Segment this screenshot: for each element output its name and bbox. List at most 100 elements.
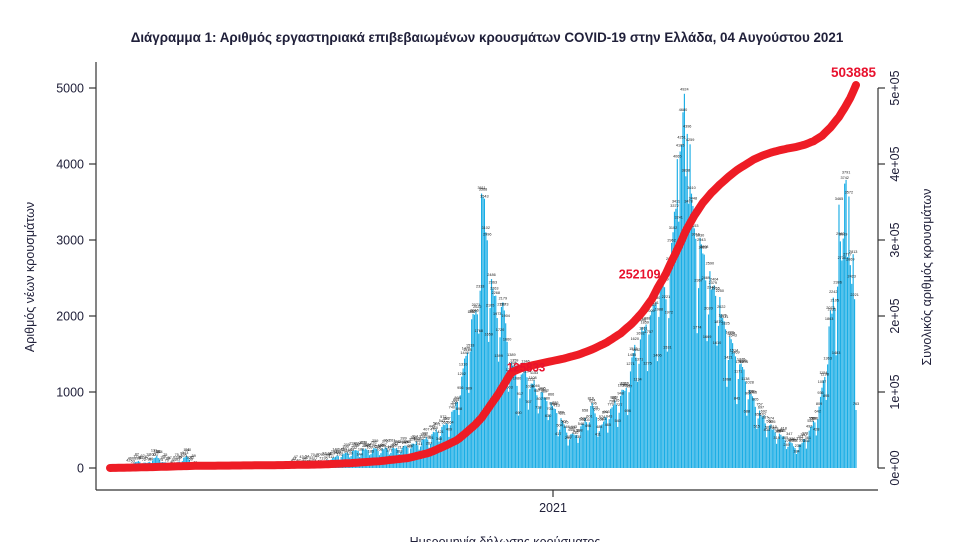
daily-cases-bar	[733, 352, 735, 468]
daily-cases-bar	[709, 271, 711, 468]
daily-cases-bar	[750, 393, 752, 468]
bar-value-label: 1957	[467, 310, 475, 314]
daily-cases-bar	[834, 308, 836, 468]
milestone-annotation: 125833	[507, 362, 545, 374]
bar-value-label: 1659	[484, 332, 492, 336]
bar-value-label: 2962	[667, 239, 675, 243]
daily-cases-bar	[462, 368, 464, 468]
daily-cases-bar	[776, 443, 778, 468]
bar-value-label: 249	[783, 443, 789, 447]
bar-value-label: 929	[541, 390, 547, 394]
bar-value-label: 91	[322, 452, 326, 456]
bar-value-label: 1825	[721, 322, 729, 326]
daily-cases-bar	[702, 253, 704, 468]
bar-value-label: 295	[565, 436, 571, 440]
daily-cases-bar	[699, 237, 701, 468]
bar-value-label: 1669	[703, 335, 711, 339]
bar-value-label: 267	[426, 442, 432, 446]
bar-value-label: 1421	[724, 356, 732, 360]
bar-value-label: 411	[595, 432, 601, 436]
bar-value-label: 53	[131, 460, 135, 464]
bar-value-label: 68	[312, 458, 316, 462]
daily-cases-bar	[795, 454, 798, 468]
daily-cases-bar	[489, 308, 491, 468]
daily-cases-bar	[544, 397, 546, 468]
bar-value-label: 670	[759, 413, 765, 417]
daily-cases-bar	[554, 409, 556, 468]
daily-cases-bar	[617, 426, 619, 468]
daily-cases-bar	[473, 314, 476, 468]
bar-value-label: 55	[139, 456, 143, 460]
bar-value-label: 807	[537, 397, 543, 401]
bar-value-label: 225	[375, 445, 381, 449]
bar-value-label: 2669	[846, 257, 854, 261]
bar-value-label: 809	[816, 402, 822, 406]
bar-value-label: 445	[568, 428, 574, 432]
bar-value-label: 68	[132, 457, 136, 461]
bar-value-label: 378	[802, 432, 808, 436]
daily-cases-bar	[522, 373, 524, 468]
bar-value-label: 453	[569, 426, 575, 430]
daily-cases-bar	[761, 417, 763, 468]
bar-value-label: 378	[420, 433, 426, 437]
bar-value-label: 1329	[738, 359, 746, 363]
daily-cases-bar	[486, 240, 488, 468]
daily-cases-bar	[741, 367, 744, 468]
bar-value-label: 816	[588, 397, 594, 401]
bar-value-label: 2020	[704, 307, 712, 311]
bar-value-label: 658	[582, 409, 588, 413]
daily-cases-bar	[747, 399, 749, 468]
daily-cases-bar	[526, 377, 528, 468]
daily-cases-bar	[154, 457, 156, 468]
bar-value-label: 3543	[480, 194, 488, 198]
bar-value-label: 81	[138, 456, 142, 460]
bar-value-label: 1692	[636, 332, 644, 336]
daily-cases-bar	[612, 405, 615, 468]
bar-value-label: 587	[762, 416, 768, 420]
daily-cases-bar	[652, 304, 654, 468]
bar-value-label: 53	[309, 456, 313, 460]
bar-value-label: 430	[572, 431, 578, 435]
bar-value-label: 2105	[830, 299, 838, 303]
bar-value-label: 1296	[740, 360, 748, 364]
bar-value-label: 97	[321, 453, 325, 457]
bar-value-label: 2404	[710, 278, 718, 282]
bar-value-label: 718	[535, 406, 541, 410]
daily-cases-bar	[824, 376, 826, 468]
bar-value-label: 1904	[501, 314, 509, 318]
bar-value-label: 443	[571, 425, 577, 429]
bar-value-label: 865	[453, 398, 459, 402]
x-axis-tick-label: 2021	[539, 501, 567, 515]
bar-value-label: 428	[813, 428, 819, 432]
bar-value-label: 3478	[684, 199, 692, 203]
bar-value-label: 365	[782, 436, 788, 440]
daily-cases-bar	[428, 447, 430, 468]
daily-cases-bar	[774, 432, 776, 468]
bar-value-label: 3102	[482, 226, 490, 230]
daily-cases-bar	[827, 364, 829, 468]
daily-cases-bar	[764, 423, 766, 468]
daily-cases-bar	[710, 289, 712, 468]
bar-value-label: 1054	[622, 384, 630, 388]
bar-value-label: 943	[749, 390, 755, 394]
bar-value-label: 265	[393, 440, 399, 444]
bar-value-label: 577	[561, 420, 567, 424]
bar-value-label: 2009	[646, 309, 654, 313]
bar-value-label: 2073	[500, 303, 508, 307]
daily-cases-bar	[756, 428, 758, 468]
daily-cases-bar	[784, 440, 786, 468]
bar-value-label: 300	[415, 439, 421, 443]
bar-value-label: 2016	[470, 309, 478, 313]
daily-cases-bar	[587, 430, 589, 468]
bar-value-label: 663	[603, 410, 609, 414]
bar-value-label: 1171	[734, 370, 742, 374]
bar-value-label: 1202	[457, 372, 465, 376]
bar-value-label: 195	[378, 444, 384, 448]
bar-value-label: 583	[579, 418, 585, 422]
bar-value-label: 719	[592, 406, 598, 410]
bar-value-label: 515	[754, 425, 760, 429]
daily-cases-bar	[838, 204, 840, 468]
bar-value-label: 2031	[828, 308, 836, 312]
daily-cases-bar	[483, 198, 485, 469]
daily-cases-bar	[727, 360, 729, 468]
